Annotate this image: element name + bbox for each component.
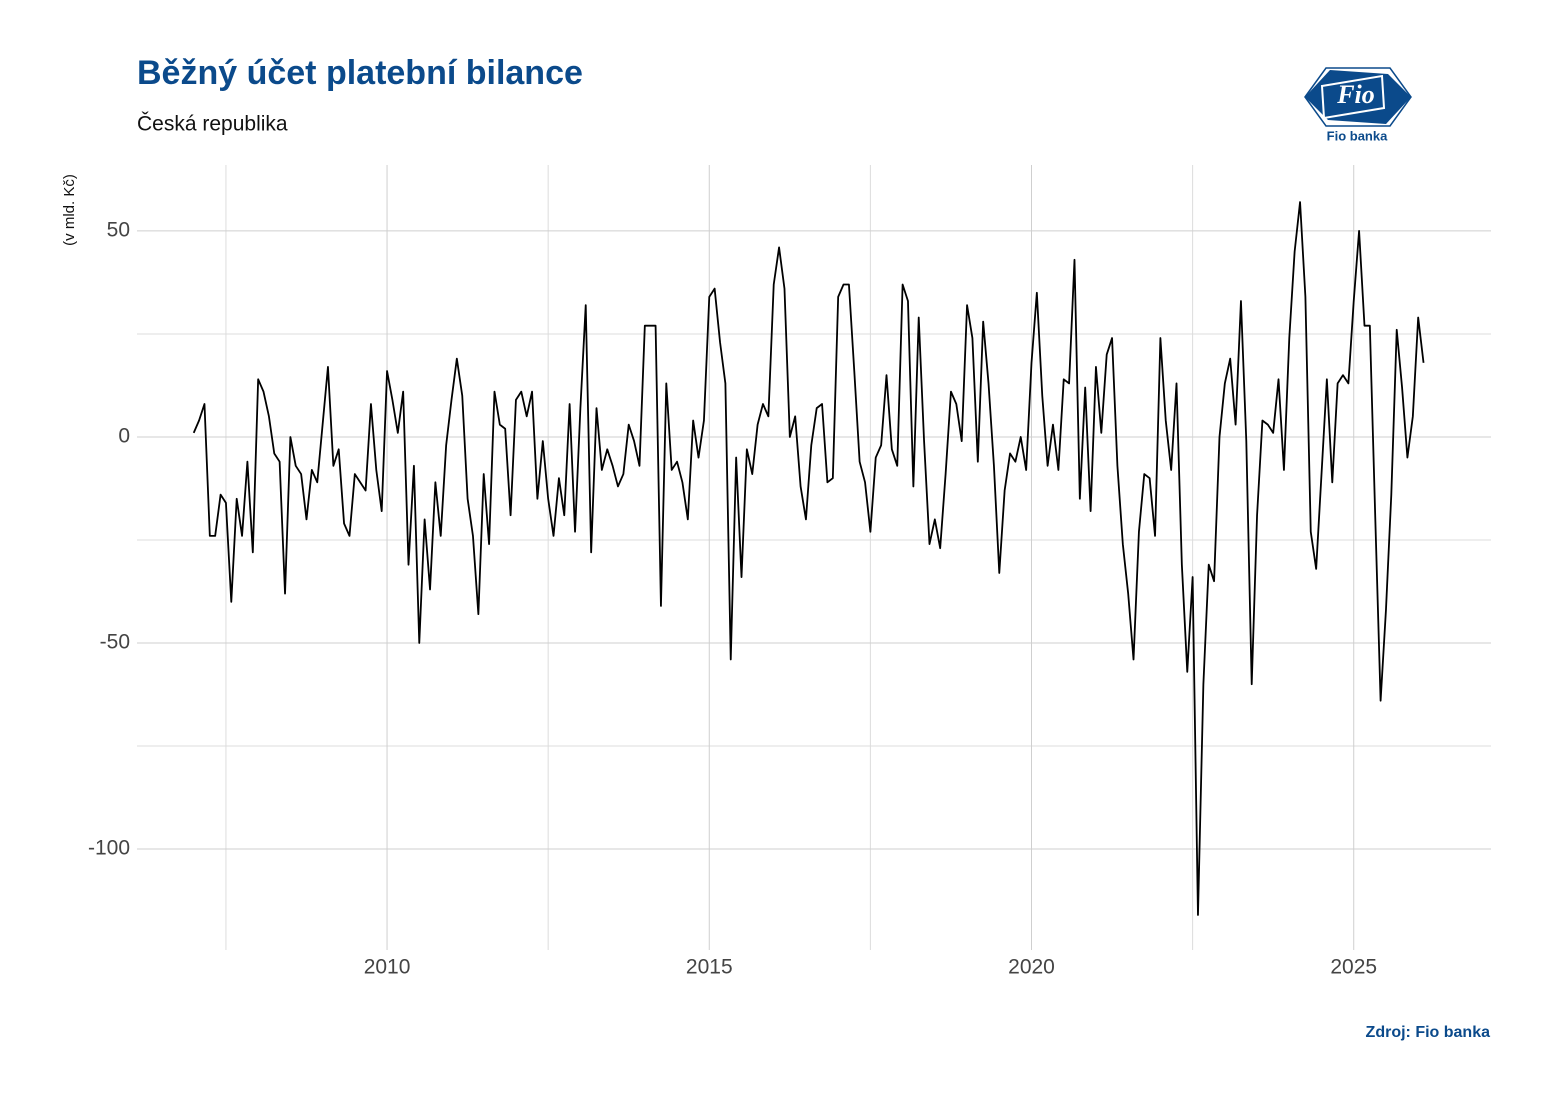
y-tick-label: 0 (118, 425, 130, 448)
x-tick-label: 2010 (364, 956, 411, 979)
y-tick-label: -100 (88, 837, 130, 860)
y-axis-label: (v mld. Kč) (61, 174, 78, 246)
x-tick-label: 2025 (1330, 956, 1377, 979)
source-note: Zdroj: Fio banka (1366, 1024, 1491, 1041)
logo-text: Fio (1336, 80, 1375, 109)
chart-subtitle: Česká republika (137, 113, 288, 136)
y-tick-label: -50 (100, 631, 130, 654)
logo: Fio Fio banka (1304, 67, 1412, 143)
plot-area: -100 -50 0 50 2010 2015 2020 2025 (88, 165, 1491, 979)
logo-caption: Fio banka (1327, 128, 1388, 143)
chart-title: Běžný účet platební bilance (137, 54, 583, 92)
x-tick-label: 2015 (686, 956, 733, 979)
x-tick-label: 2020 (1008, 956, 1055, 979)
y-tick-label: 50 (107, 218, 130, 241)
logo-frame (1320, 74, 1386, 120)
data-line (192, 201, 1425, 916)
